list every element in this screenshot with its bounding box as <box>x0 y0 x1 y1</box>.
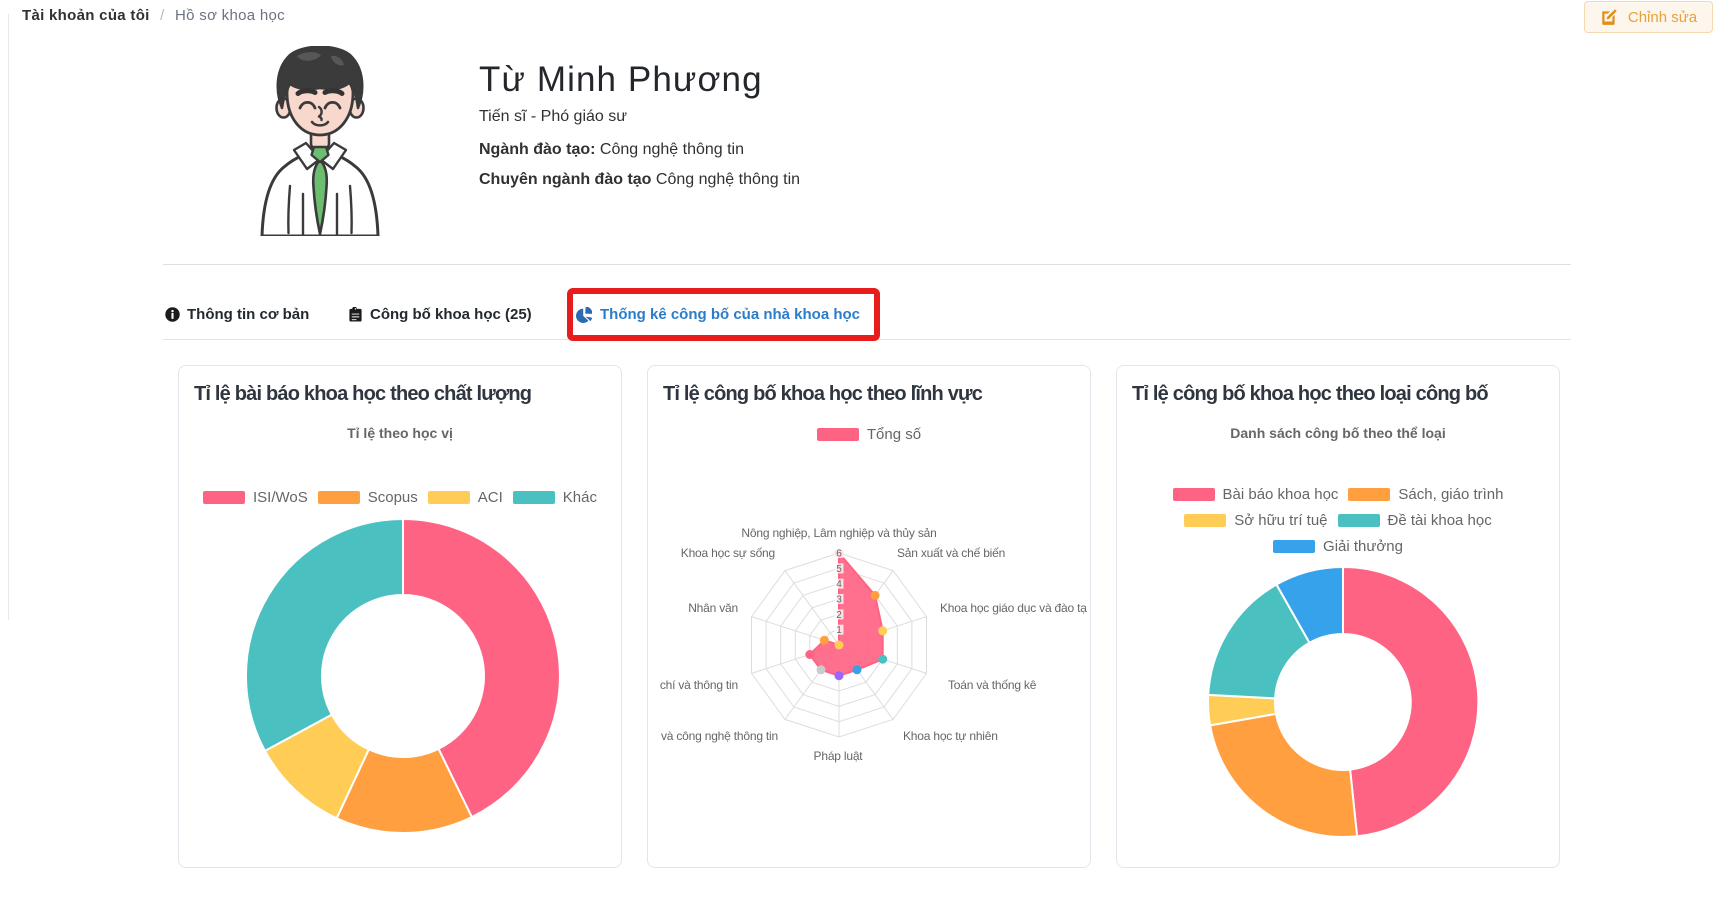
svg-text:6: 6 <box>836 549 842 560</box>
svg-text:5: 5 <box>836 564 842 575</box>
svg-text:2: 2 <box>836 610 842 621</box>
svg-text:1: 1 <box>836 625 842 636</box>
svg-text:4: 4 <box>836 579 842 590</box>
svg-text:3: 3 <box>836 595 842 606</box>
